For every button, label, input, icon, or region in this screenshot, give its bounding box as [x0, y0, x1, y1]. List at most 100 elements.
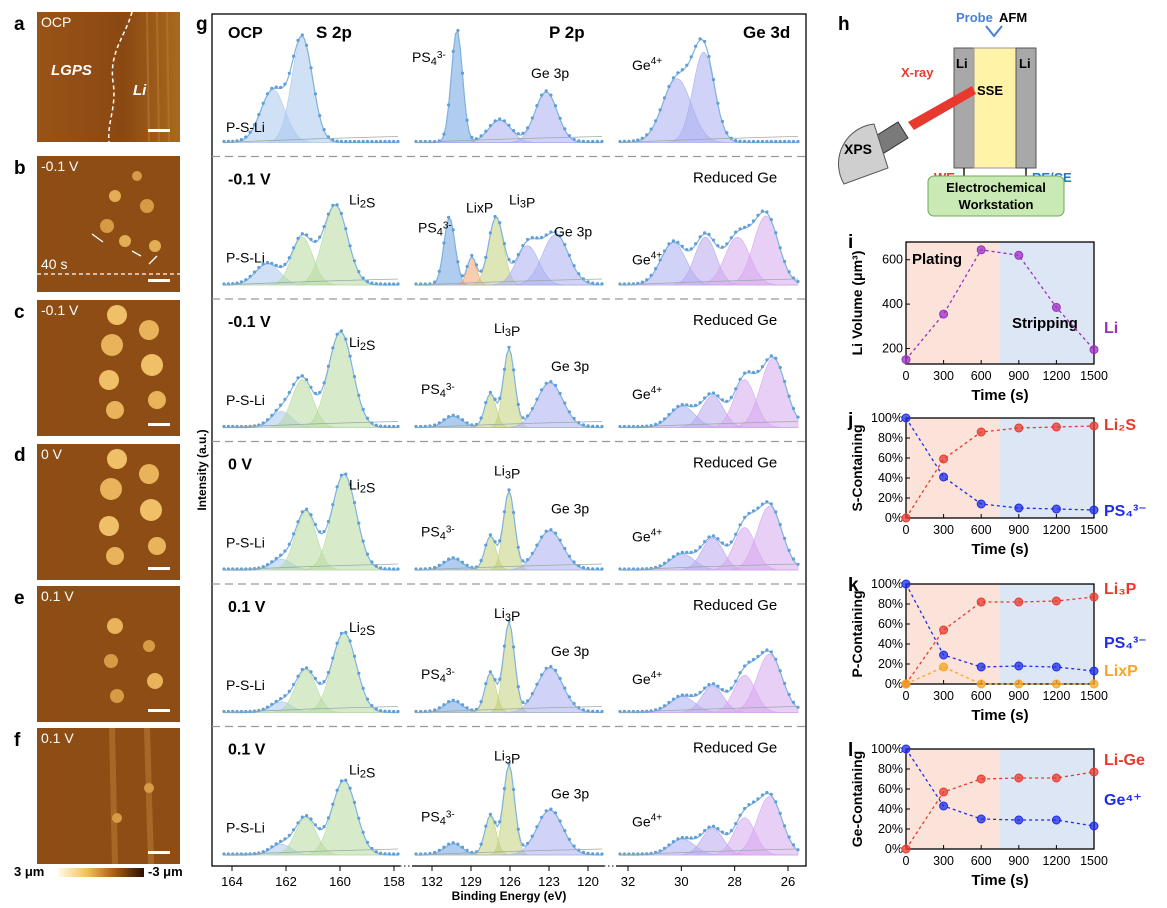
data-point	[1051, 422, 1061, 432]
data-point	[1014, 250, 1024, 260]
afm-image-b: -0.1 V 40 s	[37, 156, 180, 292]
xps-data-point	[738, 377, 742, 381]
series-line	[905, 666, 1094, 685]
xps-data-point	[685, 63, 689, 67]
xps-data-point	[581, 277, 585, 281]
xps-data-point	[339, 211, 343, 216]
xps-data-point	[521, 559, 525, 563]
xps-data-point	[526, 699, 530, 703]
x-tick-label: 900	[1008, 523, 1029, 537]
xps-data-point	[235, 281, 239, 285]
series-legend-label: PS₄³⁻	[1104, 503, 1147, 520]
xps-data-point	[305, 814, 309, 818]
xps-data-point	[287, 542, 291, 546]
xps-data-point	[765, 648, 769, 652]
xps-data-point	[703, 829, 707, 833]
xps-data-point	[348, 786, 352, 790]
xps-data-point	[689, 55, 693, 59]
stripping-region	[1000, 242, 1094, 364]
xps-data-point	[586, 424, 590, 428]
y-tick-label: 80%	[878, 597, 903, 611]
xps-data-point	[357, 521, 361, 525]
xps-data-point	[387, 852, 391, 856]
xps-data-point	[747, 660, 751, 664]
data-point	[1014, 661, 1024, 671]
p-peak-label: PS43-	[412, 49, 446, 68]
xps-data-point	[549, 528, 553, 532]
data-point	[901, 413, 911, 423]
xps-data-point	[787, 692, 791, 697]
xps-data-point	[309, 237, 313, 241]
xps-data-point	[521, 700, 525, 704]
xps-data-point	[512, 368, 516, 372]
data-point	[1051, 815, 1061, 825]
ge-peak-label: Reduced Ge	[693, 597, 777, 614]
xps-data-point	[658, 706, 662, 710]
xps-data-point	[309, 817, 313, 821]
xps-data-point	[734, 532, 738, 536]
xps-data-point	[769, 139, 773, 144]
y-tick-label: 20%	[878, 657, 903, 671]
xps-data-point	[791, 557, 796, 561]
xps-data-point	[694, 835, 698, 840]
data-point	[1014, 679, 1024, 689]
xps-data-point	[248, 130, 252, 134]
xps-data-point	[751, 657, 756, 662]
scale-bar	[148, 567, 170, 570]
data-point	[1051, 679, 1061, 689]
xps-data-point	[379, 424, 383, 428]
afm-texture-d	[37, 444, 180, 580]
xps-data-point	[756, 139, 760, 144]
xps-data-point	[283, 837, 287, 841]
plating-region	[906, 242, 1000, 364]
xps-data-point	[283, 262, 287, 266]
xps-data-point	[667, 700, 671, 705]
xps-data-point	[451, 413, 455, 417]
s-peak-label: P-S-Li	[226, 535, 265, 551]
xps-component-peak	[620, 357, 799, 428]
xps-data-point	[778, 246, 782, 250]
xps-data-point	[685, 836, 689, 840]
xps-data-point	[344, 337, 348, 341]
xps-data-point	[600, 139, 604, 144]
xps-data-point	[344, 778, 348, 782]
xps-data-point	[300, 510, 304, 514]
xps-data-point	[667, 558, 671, 562]
xps-data-point	[270, 845, 274, 849]
x-tick-label: 1200	[1042, 523, 1070, 537]
xps-data-point	[711, 391, 716, 395]
xps-data-point	[257, 265, 261, 270]
lgps-label: LGPS	[51, 62, 92, 79]
xps-data-point	[331, 203, 335, 207]
xps-data-point	[516, 827, 520, 831]
xps-data-point	[283, 397, 287, 401]
data-point	[939, 454, 949, 464]
xps-data-point	[521, 244, 525, 248]
xps-data-point	[747, 223, 751, 227]
xps-data-point	[563, 829, 567, 833]
data-point	[976, 427, 986, 437]
panel-label-i: i	[848, 232, 854, 253]
xps-data-point	[451, 228, 455, 232]
xps-data-point	[292, 382, 296, 387]
xps-data-point	[600, 424, 604, 429]
afm-probe-icon	[985, 25, 1003, 38]
xps-data-point	[567, 837, 571, 842]
xps-data-point	[526, 414, 530, 418]
xps-data-point	[778, 523, 782, 527]
y-axis-label: S-Containing	[849, 424, 865, 511]
s-peak-label: Li2S	[349, 762, 375, 781]
xps-data-point	[488, 812, 492, 816]
xps-data-point	[365, 697, 370, 701]
panel-label-k: k	[848, 575, 859, 596]
xps-data-point	[231, 424, 235, 429]
series-legend-label: PS₄³⁻	[1104, 635, 1147, 652]
series-line	[905, 771, 1095, 850]
xps-data-point	[313, 391, 317, 395]
xps-data-point	[676, 552, 680, 556]
y-axis-label: Ge-Containing	[849, 751, 865, 847]
afm-image-a: OCP LGPS Li	[37, 12, 180, 142]
xps-data-point	[470, 423, 474, 427]
xps-data-point	[357, 816, 361, 820]
y-axis-label: P-Containing	[849, 590, 865, 677]
